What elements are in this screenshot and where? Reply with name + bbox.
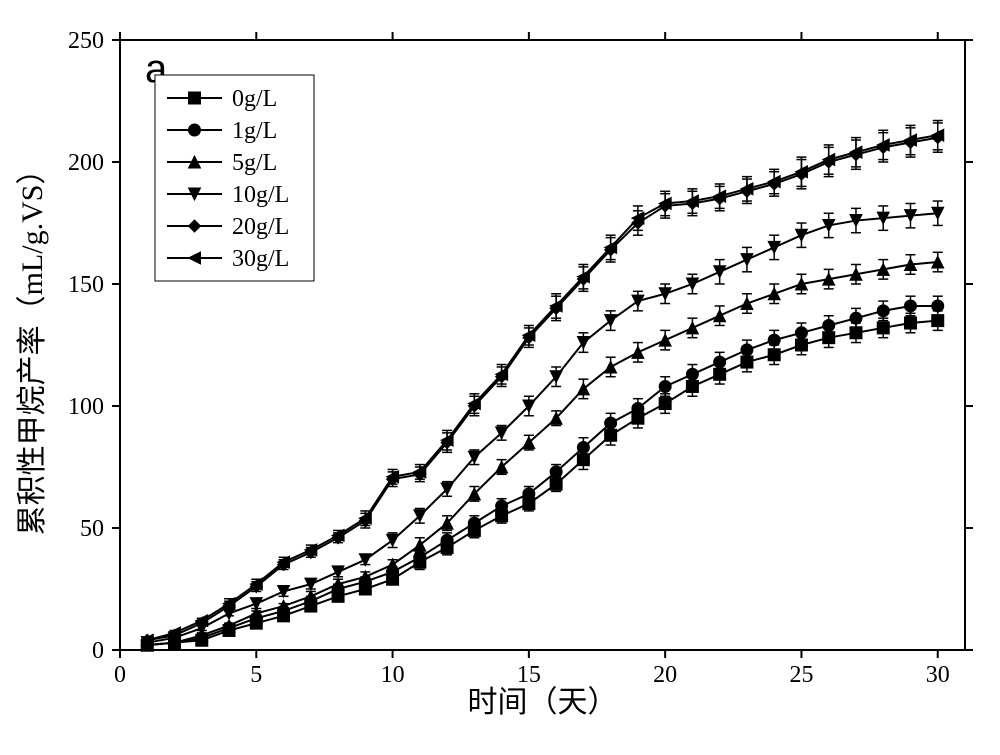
legend: 0g/L 1g/L 5g/L 10g/L 20g/L 30g/L: [155, 75, 314, 281]
data-marker: [632, 402, 644, 414]
x-tick-label: 30: [926, 662, 950, 688]
legend-item-label: 0g/L: [232, 86, 277, 112]
data-marker: [550, 466, 562, 478]
data-marker: [932, 300, 944, 312]
x-tick-label: 25: [789, 662, 813, 688]
legend-item-label: 20g/L: [232, 214, 289, 240]
data-marker: [659, 380, 671, 392]
y-tick-label: 250: [68, 28, 104, 54]
methane-yield-chart: 0 5 10 15 20 25 30 0 50 100 150 200 250 时间（天） 累积性甲烷产率（…: [0, 0, 1000, 755]
data-marker: [523, 488, 535, 500]
legend-item-label: 10g/L: [232, 182, 289, 208]
data-marker: [741, 344, 753, 356]
legend-item-label: 30g/L: [232, 246, 289, 272]
x-tick-label: 15: [517, 662, 541, 688]
data-marker: [468, 517, 480, 529]
x-tick-label: 20: [653, 662, 677, 688]
data-marker: [904, 317, 916, 329]
data-marker: [850, 312, 862, 324]
data-marker: [441, 534, 453, 546]
legend-item-label: 5g/L: [232, 150, 277, 176]
x-tick-label: 5: [250, 662, 262, 688]
x-tick-label: 10: [381, 662, 405, 688]
data-marker: [659, 398, 671, 410]
data-marker: [904, 300, 916, 312]
data-marker: [795, 327, 807, 339]
data-marker: [877, 305, 889, 317]
data-marker: [768, 334, 780, 346]
data-marker: [605, 417, 617, 429]
y-axis-label: 累积性甲烷产率（mL/g.VS）: [16, 155, 49, 536]
data-marker: [686, 368, 698, 380]
y-tick-label: 0: [92, 638, 104, 664]
y-tick-label: 200: [68, 150, 104, 176]
data-marker: [823, 319, 835, 331]
data-marker: [714, 356, 726, 368]
y-tick-label: 50: [80, 516, 104, 542]
legend-item-label: 1g/L: [232, 118, 277, 144]
data-marker: [577, 441, 589, 453]
y-tick-label: 100: [68, 394, 104, 420]
legend-marker-icon: [189, 92, 201, 104]
x-tick-label: 0: [114, 662, 126, 688]
legend-marker-icon: [189, 124, 201, 136]
x-axis-label: 时间（天）: [468, 686, 618, 719]
data-marker: [877, 322, 889, 334]
data-marker: [496, 500, 508, 512]
y-tick-label: 150: [68, 272, 104, 298]
